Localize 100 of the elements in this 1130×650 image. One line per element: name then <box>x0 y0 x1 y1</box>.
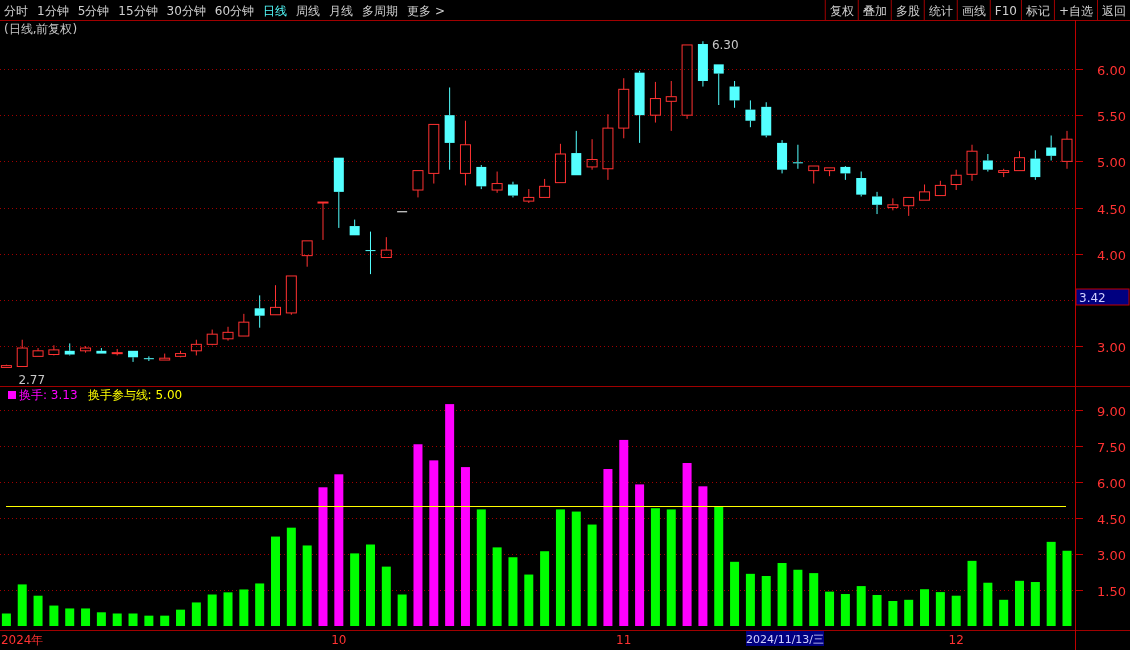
bar <box>825 591 835 626</box>
bar <box>350 553 360 626</box>
bar <box>33 595 43 626</box>
bar <box>160 615 170 626</box>
y-tick-label: 4.50 <box>1097 511 1126 527</box>
text: 统计 <box>928 4 953 18</box>
bar <box>255 583 265 626</box>
bar <box>603 469 613 626</box>
bar <box>429 460 439 626</box>
text: 画线 <box>961 4 986 18</box>
bar <box>144 615 154 626</box>
text: 多股 <box>895 4 920 18</box>
bar <box>413 444 423 626</box>
ref-line-label: 换手参与线: 5.00 <box>87 388 183 402</box>
bar <box>49 605 59 626</box>
text: 叠加 <box>862 4 887 18</box>
y-tick-label: 4.00 <box>1097 247 1126 263</box>
x-tick-label: 10 <box>331 633 347 647</box>
y-tick-label: 6.00 <box>1097 475 1126 491</box>
bar <box>81 608 91 626</box>
bar <box>460 467 470 626</box>
y-tick-label: 6.00 <box>1097 62 1126 78</box>
bar <box>983 582 993 626</box>
bar <box>1046 541 1056 626</box>
text: 日线 <box>263 4 288 18</box>
bar <box>619 439 629 626</box>
text: 标记 <box>1024 4 1050 18</box>
bar <box>540 551 550 626</box>
bar <box>365 544 375 626</box>
bar <box>1030 582 1040 626</box>
bar <box>920 589 930 626</box>
text: 多周期 <box>362 4 399 18</box>
bar <box>302 545 312 626</box>
bar <box>587 524 597 626</box>
text: F10 <box>994 4 1017 18</box>
x-tick-label: 12 <box>948 633 964 647</box>
text: 5分钟 <box>77 4 110 18</box>
bar <box>777 563 787 626</box>
bar <box>286 527 296 626</box>
bar <box>650 508 660 626</box>
bar <box>793 569 803 626</box>
text: 1分钟 <box>37 4 69 18</box>
bar <box>112 613 122 626</box>
y-tick-label: 7.50 <box>1097 439 1126 455</box>
bar <box>1 613 11 626</box>
bar <box>745 573 755 626</box>
bar <box>714 506 724 626</box>
x-tick-label: 2024年 <box>0 633 44 647</box>
y-tick-label: 5.50 <box>1097 108 1126 124</box>
bar <box>176 609 186 626</box>
bar <box>397 594 407 626</box>
bar <box>635 484 645 626</box>
bar <box>207 594 217 626</box>
y-tick-label: 3.00 <box>1097 547 1126 563</box>
bar <box>682 463 692 626</box>
text: 复权 <box>829 4 854 18</box>
bar <box>888 601 898 626</box>
y-tick-label: 5.00 <box>1097 154 1126 170</box>
bar <box>935 592 945 626</box>
bar <box>872 594 882 626</box>
y-tick-label: 4.50 <box>1097 201 1126 217</box>
text: 15分钟 <box>118 4 158 18</box>
bar <box>524 574 534 626</box>
text: 2024/11/13/三 <box>745 633 825 646</box>
bar <box>381 566 391 626</box>
bar <box>191 602 201 626</box>
bar <box>999 599 1009 626</box>
text: 分时 <box>4 4 28 18</box>
chart-title: (日线,前复权) <box>4 22 78 36</box>
bar <box>1062 550 1072 626</box>
bar <box>492 547 502 626</box>
bar <box>571 511 581 626</box>
bar <box>951 595 961 626</box>
legend-label: 换手: 3.13 <box>19 388 78 402</box>
bar <box>761 576 771 626</box>
text: 周线 <box>296 4 321 18</box>
text: 30分钟 <box>166 4 206 18</box>
y-tick-label: 3.00 <box>1097 339 1126 355</box>
bar <box>65 608 75 626</box>
annotation: 6.30 <box>711 38 739 52</box>
text: 3.42 <box>1079 291 1106 305</box>
bar <box>967 560 977 626</box>
bar <box>318 487 328 626</box>
bar <box>809 573 819 626</box>
bar <box>555 509 565 626</box>
text: 更多 > <box>407 4 445 18</box>
text: 月线 <box>329 4 354 18</box>
text: 60分钟 <box>214 4 255 18</box>
y-tick-label: 1.50 <box>1097 583 1126 599</box>
bar <box>334 474 344 626</box>
bar <box>223 592 233 626</box>
bar <box>856 586 866 626</box>
bar <box>17 584 27 626</box>
y-tick-label: 9.00 <box>1097 403 1126 419</box>
bar <box>730 561 740 626</box>
bar <box>128 613 138 626</box>
bar <box>904 599 914 626</box>
bar <box>508 557 518 626</box>
annotation: 2.77 <box>18 373 46 388</box>
bar <box>239 589 249 626</box>
